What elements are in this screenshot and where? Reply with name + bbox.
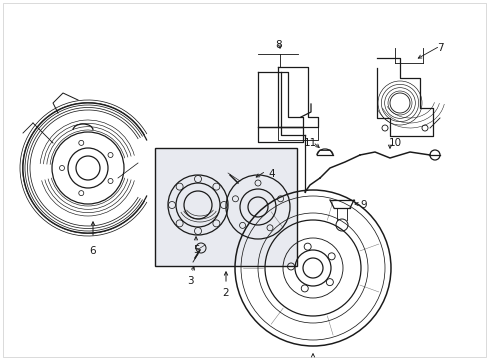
Text: 3: 3 <box>186 276 193 286</box>
Text: 10: 10 <box>387 138 401 148</box>
Text: 11: 11 <box>303 138 316 148</box>
Text: 2: 2 <box>222 288 229 298</box>
Text: 6: 6 <box>89 246 96 256</box>
Text: 7: 7 <box>436 43 443 53</box>
Text: 4: 4 <box>267 169 274 179</box>
Bar <box>155 148 296 266</box>
Text: 8: 8 <box>275 40 282 50</box>
Text: 5: 5 <box>192 245 199 255</box>
Text: 9: 9 <box>359 200 366 210</box>
